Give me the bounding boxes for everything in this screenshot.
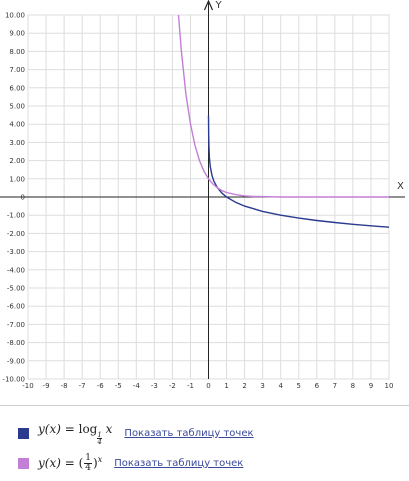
x-tick-label: 7 <box>333 382 337 390</box>
x-tick-label: 9 <box>369 382 373 390</box>
y-tick-label: -4.00 <box>7 266 25 274</box>
legend-swatch-log <box>18 427 29 439</box>
x-tick-label: -9 <box>43 382 50 390</box>
y-tick-label: 5.00 <box>9 103 25 111</box>
x-tick-label: -6 <box>97 382 105 390</box>
y-tick-label: 3.00 <box>9 139 25 147</box>
y-axis-label: Y <box>215 0 223 11</box>
y-tick-label: 2.00 <box>9 157 25 165</box>
chart-svg: XY -10 -9 -8 -7 -6 -5 -4 -3 -2 -1 0 1 2 3 4 5 6 7 8 9 1010.0… <box>0 0 405 391</box>
x-tick-label: 3 <box>260 382 264 390</box>
legend-item-exp: y(x) = (1 4)x Показать таблицу точек <box>18 452 243 474</box>
legend-item-log: y(x) = log 1 4 x Показать таблицу точек <box>18 421 254 446</box>
x-tick-label: 0 <box>206 382 210 390</box>
legend: y(x) = log 1 4 x Показать таблицу точек y(… <box>0 405 409 481</box>
y-tick-label: -1.00 <box>7 212 25 220</box>
y-tick-label: 6.00 <box>9 84 25 92</box>
x-tick-label: 8 <box>351 382 355 390</box>
y-tick-label: 7.00 <box>9 66 25 74</box>
x-tick-label: 1 <box>224 382 228 390</box>
y-tick-label: 4.00 <box>9 121 25 129</box>
x-tick-label: -8 <box>61 382 68 390</box>
x-tick-label: -2 <box>169 382 176 390</box>
x-tick-label: -7 <box>79 382 86 390</box>
legend-formula-exp: y(x) = (1 4)x <box>38 452 103 473</box>
y-tick-label: -6.00 <box>7 303 25 311</box>
x-tick-label: 4 <box>278 382 283 390</box>
legend-formula-log: y(x) = log 1 4 x <box>38 421 113 446</box>
tick-labels: -10 -9 -8 -7 -6 -5 -4 -3 -2 -1 0 1 2 3 4 5 6 7 8 9 1010.009.… <box>2 12 393 391</box>
y-axis-arrow <box>203 0 214 11</box>
series-line-1 <box>177 14 389 198</box>
series-lines <box>177 14 389 228</box>
y-tick-label: -5.00 <box>7 285 25 293</box>
y-tick-label: 9.00 <box>9 30 25 38</box>
show-points-table-link-exp[interactable]: Показать таблицу точек <box>114 457 244 469</box>
x-axis-label: X <box>397 181 404 192</box>
y-tick-label: -7.00 <box>7 321 25 329</box>
x-tick-label: -3 <box>151 382 158 390</box>
y-tick-label: -9.00 <box>7 357 25 365</box>
series-line-0 <box>207 115 389 228</box>
x-tick-label: -10 <box>22 382 33 390</box>
x-tick-label: -4 <box>133 382 141 390</box>
y-tick-label: -2.00 <box>7 230 25 238</box>
legend-swatch-exp <box>18 457 29 469</box>
x-tick-label: -5 <box>115 382 122 390</box>
y-tick-label: 1.00 <box>9 175 25 183</box>
x-tick-label: -1 <box>187 382 194 390</box>
x-tick-label: 6 <box>315 382 320 390</box>
y-tick-label: 8.00 <box>9 48 25 56</box>
y-tick-label: 0 <box>21 194 25 202</box>
y-tick-label: -8.00 <box>7 339 25 347</box>
x-tick-label: 10 <box>385 382 394 390</box>
y-tick-label: -10.00 <box>2 376 25 384</box>
x-tick-label: 2 <box>242 382 246 390</box>
x-tick-label: 5 <box>297 382 301 390</box>
show-points-table-link-log[interactable]: Показать таблицу точек <box>124 427 254 439</box>
y-tick-label: 10.00 <box>5 12 25 20</box>
y-tick-label: -3.00 <box>7 248 25 256</box>
